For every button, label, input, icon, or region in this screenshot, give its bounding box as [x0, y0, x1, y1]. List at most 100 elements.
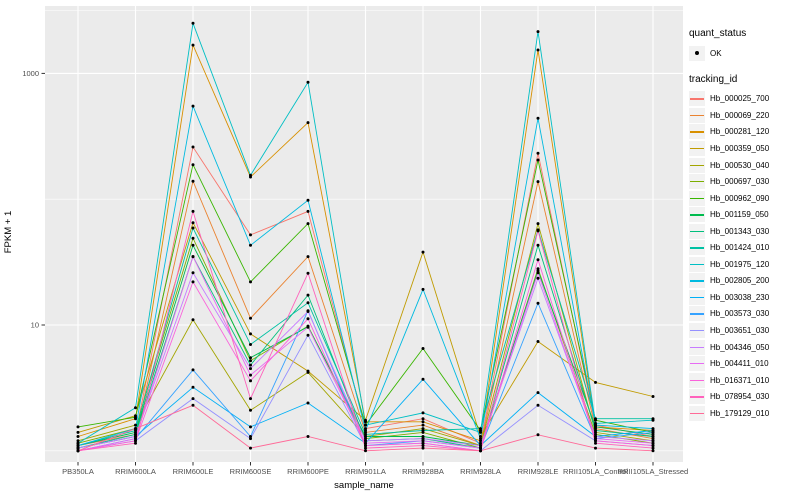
data-point[interactable] — [536, 222, 540, 226]
data-point[interactable] — [249, 343, 252, 346]
data-point[interactable] — [594, 435, 597, 438]
data-point[interactable] — [364, 437, 367, 441]
data-point[interactable] — [306, 222, 310, 226]
data-point[interactable] — [479, 449, 482, 453]
data-point[interactable] — [306, 271, 310, 275]
data-point[interactable] — [191, 403, 195, 407]
legend-item-Hb_002805_200[interactable]: Hb_002805_200 — [689, 273, 799, 290]
data-point[interactable] — [364, 449, 367, 453]
legend-item-Hb_000530_040[interactable]: Hb_000530_040 — [689, 157, 799, 174]
data-point[interactable] — [421, 444, 425, 448]
data-point[interactable] — [536, 30, 540, 34]
data-point[interactable] — [134, 437, 137, 441]
data-point[interactable] — [134, 439, 137, 443]
data-point[interactable] — [306, 209, 310, 213]
data-point[interactable] — [536, 276, 540, 280]
data-point[interactable] — [536, 403, 540, 407]
data-point[interactable] — [421, 435, 425, 438]
data-point[interactable] — [306, 310, 310, 313]
data-point[interactable] — [594, 437, 597, 441]
data-point[interactable] — [536, 180, 540, 184]
data-point[interactable] — [191, 221, 195, 225]
data-point[interactable] — [249, 437, 252, 441]
legend-item-Hb_001343_030[interactable]: Hb_001343_030 — [689, 223, 799, 240]
data-point[interactable] — [479, 437, 482, 441]
data-point[interactable] — [191, 243, 195, 247]
data-point[interactable] — [76, 446, 80, 450]
legend-item-Hb_000025_700[interactable]: Hb_000025_700 — [689, 91, 799, 108]
data-point[interactable] — [191, 179, 195, 183]
data-point[interactable] — [651, 437, 655, 441]
data-point[interactable] — [479, 444, 482, 448]
data-point[interactable] — [191, 280, 195, 284]
data-point[interactable] — [76, 449, 80, 453]
legend-item-Hb_001975_120[interactable]: Hb_001975_120 — [689, 256, 799, 273]
data-point[interactable] — [479, 430, 482, 434]
data-point[interactable] — [306, 370, 310, 374]
data-point[interactable] — [134, 432, 137, 436]
legend-item-Hb_000069_220[interactable]: Hb_000069_220 — [689, 107, 799, 124]
data-point[interactable] — [134, 406, 137, 410]
data-point[interactable] — [364, 432, 367, 436]
data-point[interactable] — [364, 429, 367, 432]
legend-item-ok[interactable]: OK — [689, 45, 799, 62]
data-point[interactable] — [479, 446, 482, 450]
data-point[interactable] — [536, 340, 540, 343]
legend-item-Hb_004346_050[interactable]: Hb_004346_050 — [689, 339, 799, 356]
legend-item-Hb_000359_050[interactable]: Hb_000359_050 — [689, 140, 799, 157]
data-point[interactable] — [249, 356, 252, 360]
data-point[interactable] — [536, 151, 540, 155]
legend-item-Hb_000697_030[interactable]: Hb_000697_030 — [689, 173, 799, 190]
data-point[interactable] — [594, 432, 597, 436]
data-point[interactable] — [76, 441, 80, 445]
legend-item-Hb_179129_010[interactable]: Hb_179129_010 — [689, 405, 799, 422]
data-point[interactable] — [651, 444, 655, 448]
legend-item-Hb_001424_010[interactable]: Hb_001424_010 — [689, 239, 799, 256]
data-point[interactable] — [651, 439, 655, 443]
data-point[interactable] — [421, 377, 425, 381]
legend-item-Hb_003038_230[interactable]: Hb_003038_230 — [689, 289, 799, 306]
data-point[interactable] — [364, 423, 367, 427]
data-point[interactable] — [421, 250, 425, 254]
data-point[interactable] — [651, 446, 655, 450]
data-point[interactable] — [191, 145, 195, 149]
data-point[interactable] — [421, 347, 425, 350]
data-point[interactable] — [594, 380, 597, 384]
data-point[interactable] — [191, 21, 195, 25]
data-point[interactable] — [249, 233, 252, 237]
data-point[interactable] — [421, 446, 425, 450]
data-point[interactable] — [306, 293, 310, 297]
data-point[interactable] — [306, 255, 310, 259]
data-point[interactable] — [651, 449, 655, 453]
data-point[interactable] — [536, 48, 540, 52]
data-point[interactable] — [191, 385, 195, 389]
data-point[interactable] — [76, 444, 80, 448]
data-point[interactable] — [651, 430, 655, 434]
data-point[interactable] — [306, 80, 310, 84]
data-point[interactable] — [364, 418, 367, 422]
data-point[interactable] — [306, 401, 310, 405]
data-point[interactable] — [191, 236, 195, 240]
data-point[interactable] — [594, 441, 597, 445]
data-point[interactable] — [76, 430, 80, 434]
data-point[interactable] — [536, 116, 540, 120]
data-point[interactable] — [306, 325, 310, 329]
data-point[interactable] — [594, 446, 597, 450]
legend-item-Hb_000281_120[interactable]: Hb_000281_120 — [689, 124, 799, 141]
data-point[interactable] — [479, 427, 482, 431]
legend-item-Hb_016371_010[interactable]: Hb_016371_010 — [689, 372, 799, 389]
data-point[interactable] — [76, 425, 80, 429]
data-point[interactable] — [249, 173, 252, 177]
data-point[interactable] — [536, 258, 540, 262]
data-point[interactable] — [249, 359, 252, 363]
data-point[interactable] — [594, 417, 597, 421]
data-point[interactable] — [536, 243, 540, 247]
data-point[interactable] — [421, 420, 425, 424]
data-point[interactable] — [421, 437, 425, 441]
data-point[interactable] — [134, 415, 137, 419]
data-point[interactable] — [536, 391, 540, 395]
data-point[interactable] — [134, 427, 137, 431]
data-point[interactable] — [479, 441, 482, 445]
data-point[interactable] — [249, 243, 252, 247]
data-point[interactable] — [536, 229, 540, 233]
